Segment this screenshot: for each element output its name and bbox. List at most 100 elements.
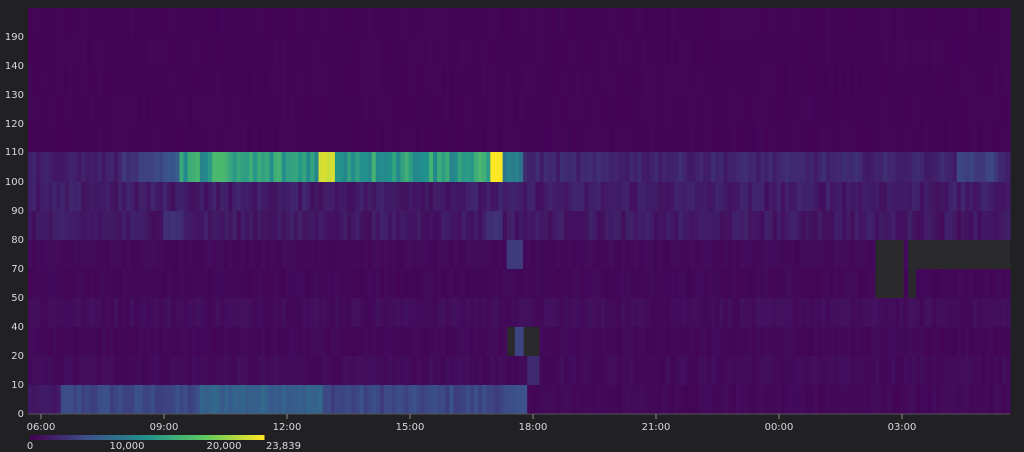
heatmap-cell <box>973 152 978 182</box>
heatmap-cell <box>56 211 62 240</box>
heatmap-cell <box>564 124 569 152</box>
heatmap-cell <box>535 240 541 269</box>
heatmap-cell <box>645 8 651 37</box>
heatmap-cell <box>428 240 434 269</box>
heatmap-cells <box>28 8 1011 414</box>
heatmap-cell <box>64 298 70 327</box>
heatmap-cell <box>490 269 496 298</box>
heatmap-cell <box>915 37 921 66</box>
heatmap-cell <box>666 37 671 66</box>
heatmap-cell <box>154 66 160 95</box>
heatmap-cell <box>531 182 536 211</box>
heatmap-cell <box>948 95 954 124</box>
heatmap-cell <box>936 66 942 95</box>
heatmap-cell <box>449 327 455 356</box>
heatmap-cell <box>940 66 946 95</box>
heatmap-cell <box>813 95 819 124</box>
heatmap-cell <box>48 37 54 66</box>
heatmap-cell <box>97 95 103 124</box>
heatmap-cell <box>960 95 966 124</box>
heatmap-cell <box>686 356 692 385</box>
heatmap-cell <box>609 269 614 298</box>
heatmap-cell <box>621 269 626 298</box>
heatmap-cell <box>662 8 667 37</box>
heatmap-cell <box>93 356 99 385</box>
legend-gradient-step <box>66 435 69 440</box>
legend-tick-label: 20,000 <box>207 441 242 452</box>
legend-gradient-step <box>184 435 187 440</box>
heatmap-cell <box>359 124 365 152</box>
heatmap-cell <box>306 269 311 298</box>
heatmap-cell <box>224 385 230 414</box>
heatmap-cell <box>748 8 753 37</box>
heatmap-cell <box>420 66 426 95</box>
heatmap-cell <box>191 269 197 298</box>
heatmap-cell <box>600 240 606 269</box>
heatmap-cell <box>257 37 262 66</box>
heatmap-cell <box>690 124 696 152</box>
heatmap-cell <box>760 66 766 95</box>
heatmap-cell <box>412 211 418 240</box>
heatmap-cell <box>523 8 528 37</box>
heatmap-cell <box>731 298 737 327</box>
heatmap-cell <box>318 152 324 182</box>
heatmap-cell <box>715 298 721 327</box>
heatmap-cell <box>793 124 798 152</box>
heatmap-cell <box>551 152 557 182</box>
heatmap-cell <box>195 327 201 356</box>
heatmap-cell <box>625 211 631 240</box>
heatmap-cell <box>236 269 242 298</box>
heatmap-cell <box>220 298 225 327</box>
heatmap-cell <box>322 298 328 327</box>
heatmap-cell <box>40 182 45 211</box>
heatmap-cell <box>122 182 127 211</box>
heatmap-cell <box>89 356 95 385</box>
heatmap-cell <box>28 356 33 385</box>
legend-gradient-step <box>100 435 103 440</box>
heatmap-cell <box>101 356 107 385</box>
heatmap-cell <box>555 211 561 240</box>
heatmap-cell <box>228 95 234 124</box>
heatmap-cell <box>408 95 414 124</box>
heatmap-cell <box>167 385 172 414</box>
heatmap-cell <box>396 356 401 385</box>
heatmap-cell <box>73 385 78 414</box>
heatmap-cell <box>81 124 86 152</box>
heatmap-cell <box>208 66 213 95</box>
heatmap-cell <box>821 327 827 356</box>
heatmap-cell <box>412 240 418 269</box>
heatmap-cell <box>985 298 991 327</box>
heatmap-cell <box>32 385 37 414</box>
heatmap-cell <box>784 66 790 95</box>
heatmap-cell <box>858 269 864 298</box>
heatmap-cell <box>40 356 45 385</box>
heatmap-cell <box>977 356 982 385</box>
heatmap-cell <box>420 211 426 240</box>
heatmap-cell <box>175 298 180 327</box>
heatmap-cell <box>326 211 332 240</box>
heatmap-cell <box>568 8 573 37</box>
heatmap-cell <box>727 240 733 269</box>
heatmap-cell <box>813 37 819 66</box>
heatmap-cell <box>302 385 307 414</box>
heatmap-cell <box>576 95 581 124</box>
heatmap-cell <box>915 8 921 37</box>
heatmap-cell <box>44 298 50 327</box>
heatmap-cell <box>257 95 262 124</box>
heatmap-cell <box>956 66 962 95</box>
heatmap-cell <box>703 356 708 385</box>
heatmap-cell <box>473 8 479 37</box>
heatmap-cell <box>666 327 671 356</box>
heatmap-cell <box>564 8 569 37</box>
heatmap-cell <box>625 269 631 298</box>
heatmap-cell <box>175 269 180 298</box>
heatmap-cell <box>809 8 815 37</box>
heatmap-cell <box>907 8 913 37</box>
heatmap-cell <box>97 182 103 211</box>
heatmap-cell <box>604 37 610 66</box>
heatmap-cell <box>158 240 164 269</box>
heatmap-cell <box>441 95 446 124</box>
heatmap-cell <box>154 182 160 211</box>
heatmap-cell <box>911 385 917 414</box>
heatmap-cell <box>547 152 553 182</box>
